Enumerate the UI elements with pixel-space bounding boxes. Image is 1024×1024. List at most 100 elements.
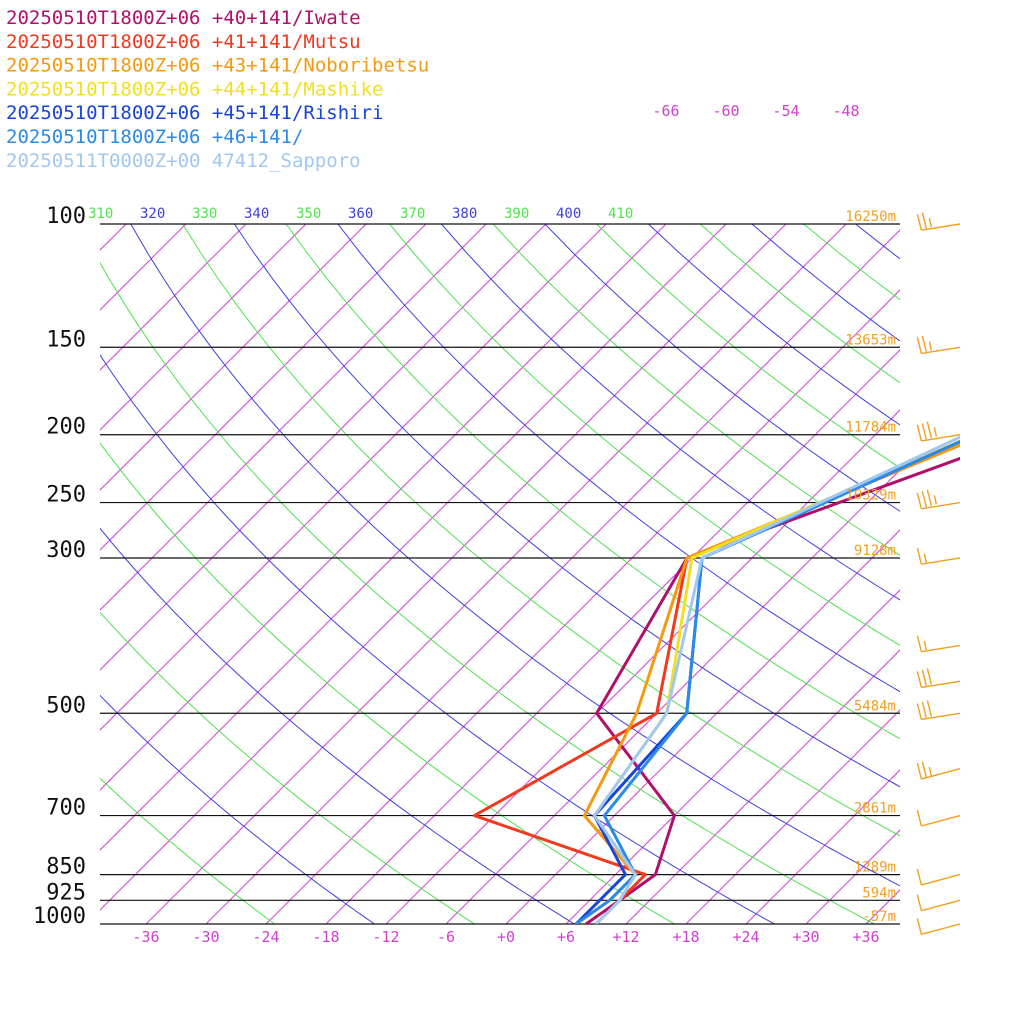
height-label-150: 13653m	[845, 332, 896, 348]
wind-barb	[916, 809, 961, 827]
theta-tick: 350	[296, 206, 321, 222]
legend-entry: 20250510T1800Z+06 +46+141/	[6, 126, 303, 148]
theta-tick: 320	[140, 206, 165, 222]
pressure-label-300: 300	[46, 538, 86, 563]
legend-entry: 20250510T1800Z+06 +40+141/Iwate	[6, 7, 361, 29]
theta-line	[389, 224, 900, 646]
pressure-label-200: 200	[46, 415, 86, 440]
legend-entry: 20250510T1800Z+06 +43+141/Noboribetsu	[6, 55, 429, 77]
temperature-tick: -6	[437, 928, 455, 946]
theta-line	[751, 224, 900, 342]
isotherm-line	[100, 224, 247, 371]
wind-barb	[916, 335, 961, 355]
pressure-label-850: 850	[46, 855, 86, 880]
height-label-250: 10329m	[845, 488, 896, 504]
theta-tick: 390	[504, 206, 529, 222]
theta-line	[100, 694, 376, 924]
height-label-500: 5484m	[854, 698, 896, 714]
temperature-tick: -18	[312, 928, 339, 946]
isotherm-line	[100, 224, 187, 311]
wind-barb	[916, 868, 961, 886]
isotherm-line	[986, 224, 1024, 924]
temperature-tick: +12	[612, 928, 639, 946]
theta-line	[959, 224, 1024, 939]
wind-barb	[916, 668, 961, 689]
wind-barb	[916, 489, 961, 510]
isotherm-line	[565, 589, 900, 924]
isotherm-line	[265, 289, 900, 924]
theta-tick: 330	[192, 206, 217, 222]
isotherm-line	[745, 769, 900, 924]
wind-barb	[916, 548, 961, 565]
isotherm-line	[805, 829, 900, 924]
theta-line	[337, 224, 900, 693]
theta-line	[100, 611, 476, 924]
grid-lines	[0, 224, 1024, 924]
legend-entry: 20250510T1800Z+06 +41+141/Mutsu	[6, 31, 361, 53]
temperature-tick: -24	[252, 928, 279, 946]
upper-temperature-tick: -48	[832, 102, 859, 120]
theta-line	[100, 354, 776, 924]
theta-line	[699, 224, 900, 384]
theta-tick: 380	[452, 206, 477, 222]
wind-barb	[916, 918, 961, 936]
isotherm-line	[145, 224, 847, 924]
series-line-iwate	[585, 456, 960, 924]
height-label-850: 1289m	[854, 860, 896, 876]
theta-line	[100, 442, 676, 924]
isotherm-line	[505, 529, 900, 924]
isobars	[100, 223, 900, 925]
pressure-label-925: 925	[46, 880, 86, 905]
upper-temperature-tick: -60	[712, 102, 739, 120]
wind-barb	[916, 212, 961, 231]
sounding-profiles	[472, 435, 960, 924]
theta-line	[907, 224, 1024, 939]
pressure-label-250: 250	[46, 483, 86, 508]
isotherm-line	[100, 224, 667, 791]
legend-entry: 20250510T1800Z+06 +44+141/Mashike	[6, 78, 384, 100]
pressure-label-700: 700	[46, 796, 86, 821]
theta-line	[233, 224, 900, 788]
temperature-tick: -12	[372, 928, 399, 946]
theta-line	[100, 261, 876, 924]
theta-tick: 360	[348, 206, 373, 222]
theta-line	[100, 527, 576, 924]
theta-line	[1011, 224, 1024, 939]
height-label-200: 11784m	[845, 420, 896, 436]
pressure-label-1000: 1000	[33, 904, 86, 929]
legend: 20250510T1800Z+06 +40+141/Iwate20250510T…	[6, 7, 429, 172]
temperature-tick: +6	[557, 928, 575, 946]
height-label-700: 2861m	[854, 801, 896, 817]
legend-entry: 20250511T0000Z+00 47412_Sapporo	[6, 150, 361, 172]
isotherm-line	[100, 224, 787, 911]
theta-line	[803, 224, 900, 301]
isotherm-line	[926, 224, 1024, 924]
legend-entry: 20250510T1800Z+06 +45+141/Rishiri	[6, 102, 384, 124]
isotherm-line	[625, 649, 900, 924]
theta-line	[596, 224, 900, 469]
isotherm-line	[100, 224, 607, 731]
wind-barb	[916, 700, 961, 721]
theta-tick: 400	[556, 206, 581, 222]
theta-line	[182, 224, 900, 837]
upper-temperature-tick: -66	[652, 102, 679, 120]
series-line-mutsu	[472, 443, 960, 924]
height-label-300: 9128m	[854, 543, 896, 559]
theta-line	[100, 777, 276, 924]
temperature-tick: -36	[132, 928, 159, 946]
temperature-tick: +18	[672, 928, 699, 946]
isotherm-line	[100, 224, 427, 551]
isotherm-line	[445, 469, 900, 924]
pressure-label-500: 500	[46, 693, 86, 718]
isotherm-line	[100, 224, 727, 851]
height-label-925: 594m	[862, 885, 896, 901]
wind-barb	[916, 421, 961, 442]
isotherm-line	[100, 224, 547, 671]
isotherm-line	[685, 709, 900, 924]
theta-tick: 310	[88, 206, 113, 222]
isotherm-line	[100, 224, 307, 431]
theta-tick: 370	[400, 206, 425, 222]
temperature-tick: +24	[732, 928, 759, 946]
pressure-label-150: 150	[46, 327, 86, 352]
isotherm-line	[0, 224, 6, 924]
